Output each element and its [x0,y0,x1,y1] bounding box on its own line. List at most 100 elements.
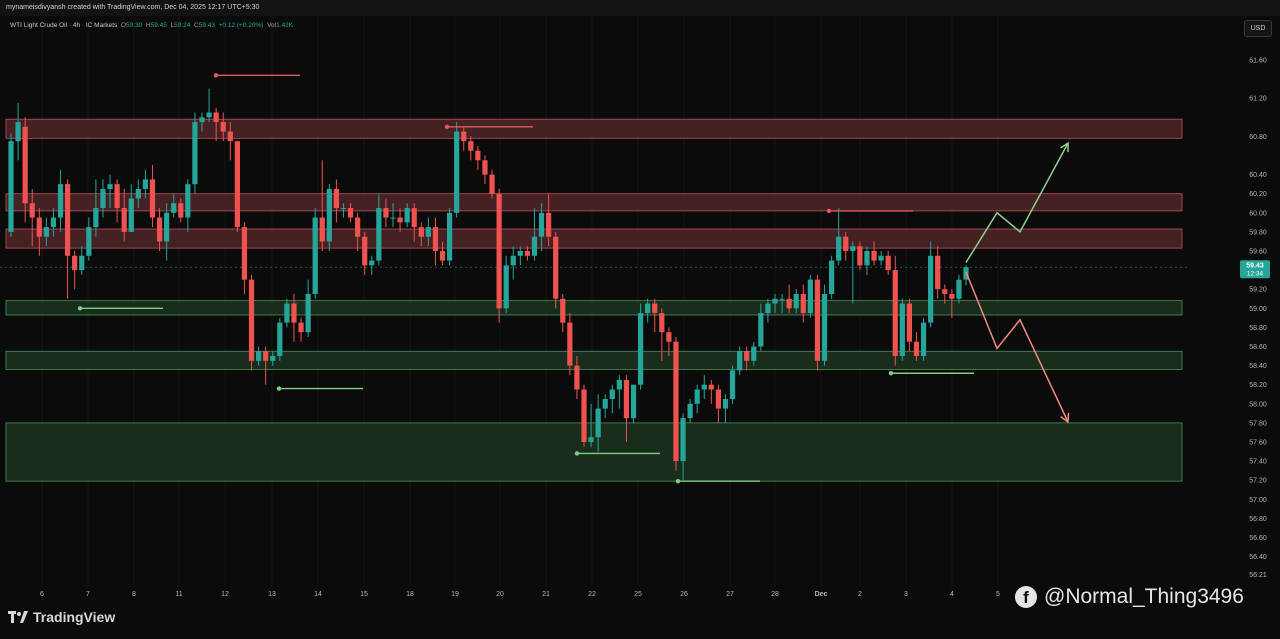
symbol-name: WTI Light Crude Oil · 4h · IC Markets [10,22,118,29]
bearish-candle [800,293,806,314]
bullish-candle [645,303,651,314]
watermark-text: @Normal_Thing3496 [1044,585,1244,608]
tradingview-logo[interactable]: TradingView [8,609,115,625]
price-tick-label: 56.40 [1249,554,1267,561]
arrowhead [1060,412,1070,424]
bullish-candle [828,260,835,294]
time-tick-label: 13 [268,591,276,598]
bullish-candle [15,122,21,142]
bullish-candle [680,418,686,462]
price-tick-label: 58.60 [1249,344,1267,351]
bearish-candle [319,217,325,242]
bullish-candle [100,188,106,209]
time-tick-label: Dec [815,591,828,598]
bearish-candle [227,131,233,142]
level-anchor-point [444,124,450,130]
bearish-candle [149,179,156,218]
brand-name: TradingView [33,609,116,625]
time-tick-label: 26 [680,591,688,598]
open-label: O [120,22,126,29]
bullish-candle [729,370,736,400]
bearish-candle [913,341,920,357]
bullish-candle [878,255,884,261]
bullish-candle [277,322,283,357]
bullish-candle [164,212,170,242]
support-zone [5,300,1183,316]
bullish-candle [928,255,934,323]
bearish-candle [574,365,580,390]
support-zone [5,422,1183,482]
time-tick-label: 15 [360,591,368,598]
author-credit: mynameisdivyansh created with TradingVie… [6,4,260,11]
bullish-candle [93,208,99,228]
bearish-candle [843,236,849,251]
bullish-candle [390,217,396,219]
bullish-candle [836,236,842,261]
last-price-label: 59.43 [1246,263,1264,270]
bearish-candle [432,227,439,251]
bullish-candle [255,351,262,361]
support-zone [5,350,1183,370]
bearish-candle [36,217,42,237]
last-price-badge [1240,260,1270,279]
price-axis[interactable]: 61.60 61.20 60.80 60.40 60.20 60.00 59.80 59.60… [1190,16,1280,586]
bullish-candle [326,188,332,242]
watermark: f @Normal_Thing3496 [1015,585,1244,609]
bullish-candle [737,351,743,371]
high-label: H [145,22,151,29]
bearish-candle [22,126,28,204]
bearish-candle [744,351,750,361]
time-tick-label: 14 [314,591,322,598]
bullish-candle [751,346,757,361]
time-axis[interactable]: 6 7 8 11 12 13 14 15 18 19 20 21 22 25 26 27 28 Dec 2 3 4 5 [0,586,1190,602]
bearish-candle [496,193,502,309]
close-label: C [194,22,199,29]
bullish-candle [404,208,410,223]
bullish-candle [595,408,601,438]
level-anchor-point [888,371,894,376]
bearish-candle [418,227,424,237]
bearish-candle [546,212,552,237]
time-tick-label: 3 [904,591,908,598]
bullish-candle [630,384,637,419]
bearish-candle [949,293,955,299]
bullish-candle [128,198,134,232]
close-value: 59.43 [198,22,215,29]
arrowhead [1060,141,1069,153]
price-chart[interactable] [0,16,1190,586]
bullish-candle [821,293,828,361]
currency-button[interactable]: USD [1244,20,1272,37]
bearish-candle [475,150,481,161]
time-tick-label: 25 [634,591,642,598]
bearish-candle [553,236,559,299]
bearish-candle [234,141,240,228]
price-tick-label: 61.60 [1249,58,1267,65]
bullish-candle [8,141,14,232]
bullish-candle [199,117,205,123]
bearish-candle [524,251,531,256]
bullish-candle [206,112,212,118]
high-value: 59.45 [150,22,167,29]
chart-header: mynameisdivyansh created with TradingVie… [0,0,1280,16]
time-tick-label: 28 [771,591,779,598]
price-tick-label: 57.60 [1249,440,1267,447]
time-tick-label: 7 [86,591,90,598]
volume-value: 1.42K [276,22,294,29]
bearish-candle [906,303,913,342]
open-value: 59.30 [125,22,143,29]
bullish-candle [50,217,57,228]
bearish-candle [623,379,630,419]
bearish-candle [355,217,361,237]
bearish-candle [567,322,573,366]
bearish-candle [298,322,304,333]
bearish-candle [121,208,127,232]
price-tick-label: 59.00 [1249,306,1267,313]
bullish-candle [510,255,516,266]
price-tick-label: 56.60 [1249,535,1267,542]
bullish-candle [135,188,141,199]
bearish-candle [666,332,672,342]
time-tick-label: 21 [542,591,550,598]
bullish-candle [312,217,318,294]
bullish-candle [86,227,92,256]
bullish-candle [503,265,509,309]
